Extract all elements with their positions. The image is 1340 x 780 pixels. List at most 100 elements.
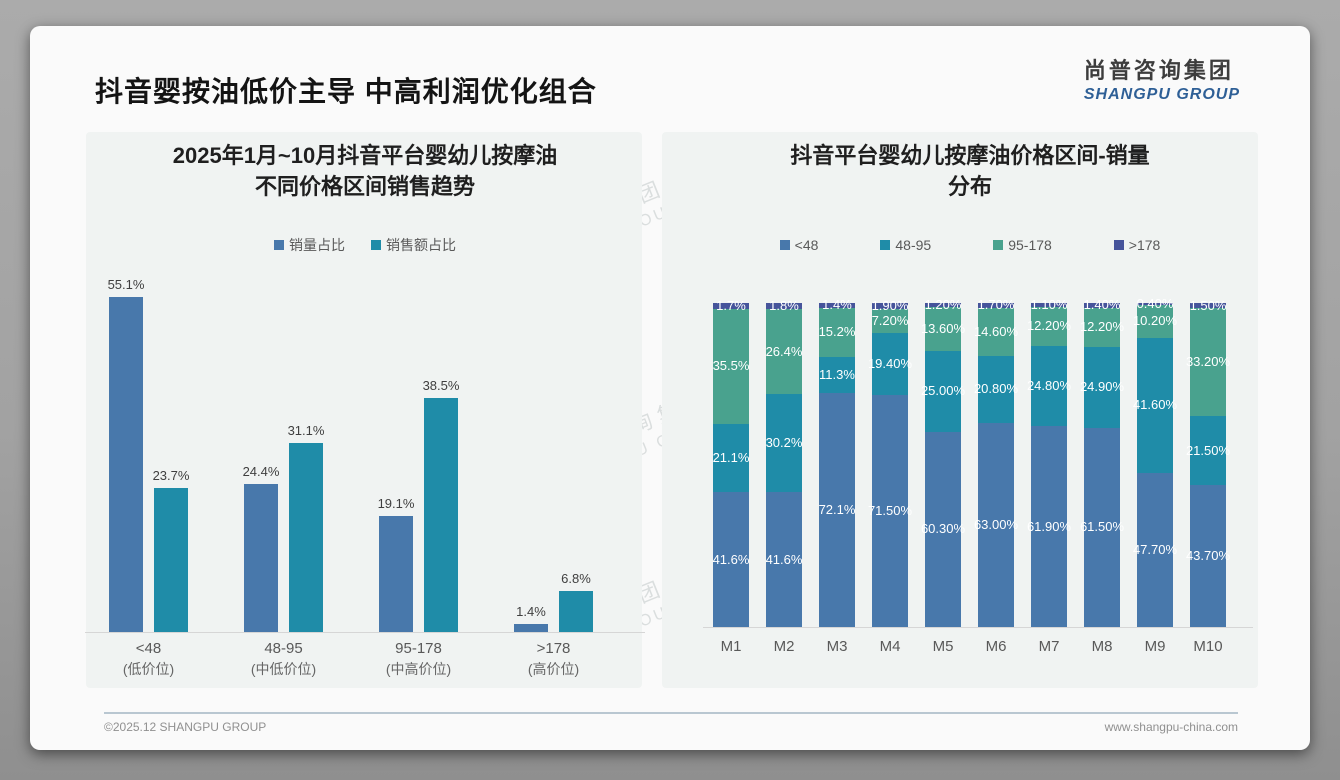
bar-segment-M6-95-178 [978, 308, 1014, 356]
bar-segment-M8->178 [1084, 303, 1120, 308]
bar-segment-label-M7-48-95: 24.80% [1026, 378, 1072, 394]
x-month-label-M8: M8 [1091, 638, 1113, 655]
bar-segment-label-M6-48-95: 20.80% [973, 381, 1019, 397]
bar-segment-label-M5-95-178: 13.60% [920, 320, 966, 336]
left-chart-title: 2025年1月~10月抖音平台婴幼儿按摩油 不同价格区间销售趋势 [90, 140, 640, 202]
bar-segment-label-M7-95-178: 12.20% [1026, 318, 1072, 334]
x-month-label-M3: M3 [826, 638, 848, 655]
x-month-label-M9: M9 [1144, 638, 1166, 655]
bar-segment-M3-95-178 [819, 307, 855, 357]
bar-segment-M4->178 [872, 303, 908, 310]
legend-item-销量占比: 销量占比 [274, 235, 345, 255]
bar-value-label-销量占比-<48: 55.1% [107, 277, 145, 292]
x-category-main: 95-178 [395, 640, 442, 657]
bar-segment-M1->178 [713, 303, 749, 309]
x-category-sub: (中高价位) [385, 661, 452, 677]
legend-swatch [779, 240, 790, 250]
bar-value-label-销量占比-95-178: 19.1% [377, 495, 415, 511]
bar-segment-M6-<48 [978, 422, 1014, 627]
bar-segment-label-M10-95-178: 33.20% [1185, 354, 1231, 369]
legend-label: 95-178 [1008, 237, 1052, 253]
bar-segment-label-M3->178: 1.4% [822, 297, 852, 313]
bar-segment-M2->178 [766, 303, 802, 309]
bar-segment-M4-95-178 [872, 309, 908, 333]
bar-segment-M3-48-95 [819, 356, 855, 394]
bar-value-label-销售额占比-48-95: 31.1% [287, 422, 325, 438]
x-category-label-95-178: 95-178 (中高价位) [349, 638, 489, 680]
page-title: 抖音婴按油低价主导 中高利润优化组合 [95, 76, 597, 107]
brand-logo: 尚普咨询集团 SHANGPU GROUP [1084, 53, 1240, 104]
legend-item-<48: <48 [779, 237, 819, 253]
bar-segment-label-M4-48-95: 19.40% [867, 355, 913, 371]
bar-segment-M2-<48 [766, 492, 802, 627]
left-chart-plot: 55.1% 23.7% <48 (低价位) 24.4% 31.1% 48-95 (中低价位) 1… [30, 26, 1310, 750]
bar-segment-M2-48-95 [766, 394, 802, 493]
x-category-sub: (高价位) [527, 661, 580, 677]
bar-segment-M10-48-95 [1190, 415, 1226, 486]
x-category-main: >178 [536, 640, 571, 657]
bar-segment-label-M1-48-95: 21.1% [712, 450, 750, 465]
bar-segment-label-M9-<48: 47.70% [1132, 541, 1178, 557]
bar-segment-label-M7->178: 1.10% [1030, 296, 1068, 312]
bar-value-label-销量占比->178: 1.4% [516, 603, 546, 619]
bar-segment-label-M2-95-178: 26.4% [765, 343, 803, 359]
bar-segment-label-M8->178: 1.40% [1083, 297, 1121, 313]
x-category-label-48-95: 48-95 (中低价位) [214, 638, 354, 680]
bar-销量占比-<48 [109, 297, 143, 632]
bar-segment-label-M5->178: 1.20% [924, 296, 962, 312]
footer-divider [104, 712, 1238, 714]
legend-label: <48 [794, 237, 819, 253]
brand-logo-cn: 尚普咨询集团 [1083, 58, 1234, 83]
bar-value-label-销售额占比-95-178: 38.5% [422, 377, 460, 393]
bar-segment-label-M4->178: 1.90% [871, 298, 909, 314]
bar-segment-M5-95-178 [925, 306, 961, 351]
bar-segment-M7->178 [1031, 303, 1067, 307]
x-month-label-M4: M4 [879, 638, 901, 655]
legend-label: 销售额占比 [386, 237, 456, 253]
left-chart-legend: 销量占比 销售额占比 [90, 236, 640, 254]
x-category-sub: (低价位) [122, 661, 175, 677]
x-category-main: <48 [135, 640, 162, 657]
right-chart-plot: 41.6% 21.1% 35.5% 1.7% M1 41.6% 30.2% 26.4% 1.8%… [30, 26, 1310, 750]
left-chart-x-axis [85, 632, 645, 633]
bar-segment-M8-<48 [1084, 427, 1120, 627]
footer-url: www.shangpu-china.com [1104, 720, 1238, 734]
bar-segment-label-M6-<48: 63.00% [973, 516, 1019, 532]
bar-segment-M5-<48 [925, 431, 961, 627]
bar-value-label-销售额占比-<48: 23.7% [152, 467, 190, 483]
bar-segment-label-M3-48-95: 11.3% [819, 367, 855, 383]
bar-segment-label-M9->178: 0.40% [1136, 296, 1174, 311]
bar-segment-M5-48-95 [925, 350, 961, 432]
right-chart-title-line1: 抖音平台婴幼儿按摩油价格区间-销量 [790, 143, 1150, 168]
bar-segment-M9-<48 [1137, 472, 1173, 627]
legend-item-48-95: 48-95 [880, 237, 931, 253]
bar-segment-label-M4-<48: 71.50% [867, 503, 913, 519]
bar-segment-label-M7-<48: 61.90% [1026, 518, 1072, 534]
bar-segment-M6-48-95 [978, 355, 1014, 423]
bar-segment-M10-95-178 [1190, 308, 1226, 416]
x-month-label-M1: M1 [720, 638, 742, 655]
left-chart-title-line1: 2025年1月~10月抖音平台婴幼儿按摩油 [172, 143, 558, 168]
bar-segment-M6->178 [978, 302, 1014, 309]
bar-销售额占比-48-95 [289, 442, 323, 632]
x-category-label->178: >178 (高价位) [484, 638, 624, 680]
right-chart-title-line2: 分布 [947, 174, 992, 199]
bar-segment-label-M2-<48: 41.6% [765, 551, 803, 567]
bar-segment-label-M6-95-178: 14.60% [973, 323, 1019, 339]
bar-segment-label-M5-<48: 60.30% [920, 521, 966, 537]
x-month-label-M2: M2 [773, 638, 795, 655]
bar-segment-M3->178 [819, 303, 855, 308]
bar-segment-label-M1->178: 1.7% [716, 298, 746, 314]
bar-segment-label-M10-48-95: 21.50% [1185, 442, 1231, 458]
right-chart-x-axis [703, 627, 1253, 628]
bar-segment-label-M10->178: 1.50% [1189, 297, 1227, 313]
legend-swatch [880, 240, 891, 250]
bar-segment-M1-48-95 [713, 423, 749, 493]
legend-item->178: >178 [1113, 237, 1160, 253]
bar-segment-M8-95-178 [1084, 307, 1120, 348]
bar-segment-label-M8-48-95: 24.90% [1079, 379, 1125, 395]
bar-segment-label-M4-95-178: 7.20% [871, 312, 909, 328]
legend-swatch [993, 240, 1004, 250]
